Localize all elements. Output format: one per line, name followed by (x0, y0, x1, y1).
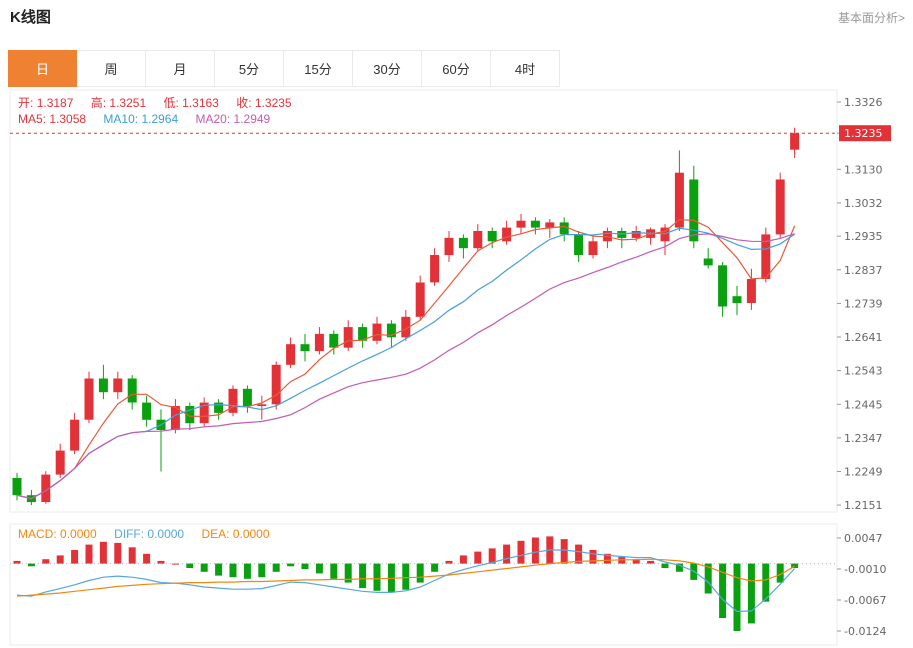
svg-text:-0.0124: -0.0124 (844, 625, 886, 638)
tab-15min[interactable]: 15分 (284, 50, 353, 87)
svg-text:0.0047: 0.0047 (844, 532, 883, 545)
svg-text:1.3235: 1.3235 (844, 127, 883, 140)
legend-dea: DEA: 0.0000 (201, 527, 270, 541)
svg-text:1.2641: 1.2641 (844, 331, 883, 344)
svg-text:1.3130: 1.3130 (844, 163, 883, 176)
svg-text:1.3326: 1.3326 (844, 96, 883, 109)
svg-text:1.2347: 1.2347 (844, 432, 883, 445)
svg-text:-0.0067: -0.0067 (844, 594, 886, 607)
tab-week[interactable]: 周 (77, 50, 146, 87)
svg-text:1.2151: 1.2151 (844, 499, 883, 512)
fundamental-analysis-link[interactable]: 基本面分析> (837, 11, 905, 25)
legend-ma5: MA5: 1.3058 (18, 112, 87, 126)
svg-text:1.2935: 1.2935 (844, 230, 883, 243)
tab-60min[interactable]: 60分 (422, 50, 491, 87)
legend-low: 低: 1.3163 (163, 96, 219, 110)
svg-text:1.3032: 1.3032 (844, 197, 883, 210)
svg-text:1.2837: 1.2837 (844, 264, 883, 277)
tab-5min[interactable]: 5分 (215, 50, 284, 87)
legend-high: 高: 1.3251 (90, 96, 147, 110)
ma-legend: MA5: 1.3058 MA10: 1.2964 MA20: 1.2949 (18, 112, 284, 126)
ohlc-legend: 开: 1.3187 高: 1.3251 低: 1.3163 收: 1.3235 (18, 94, 306, 111)
tab-month[interactable]: 月 (146, 50, 215, 87)
svg-text:-0.0010: -0.0010 (844, 563, 886, 576)
tab-day[interactable]: 日 (8, 50, 77, 87)
page-title: K线图 (10, 9, 51, 26)
tab-4hour[interactable]: 4时 (491, 50, 560, 87)
legend-open: 开: 1.3187 (18, 96, 74, 110)
legend-macd: MACD: 0.0000 (18, 527, 97, 541)
tab-30min[interactable]: 30分 (353, 50, 422, 87)
svg-text:1.2739: 1.2739 (844, 297, 883, 310)
legend-ma20: MA20: 1.2949 (195, 112, 271, 126)
svg-text:1.2543: 1.2543 (844, 365, 883, 378)
svg-text:1.2445: 1.2445 (844, 398, 883, 411)
macd-legend: MACD: 0.0000 DIFF: 0.0000 DEA: 0.0000 (18, 527, 284, 541)
legend-close: 收: 1.3235 (236, 96, 292, 110)
svg-text:1.2249: 1.2249 (844, 466, 883, 479)
legend-diff: DIFF: 0.0000 (114, 527, 185, 541)
legend-ma10: MA10: 1.2964 (103, 112, 179, 126)
interval-tabs: 日 周 月 5分 15分 30分 60分 4时 (8, 50, 560, 87)
